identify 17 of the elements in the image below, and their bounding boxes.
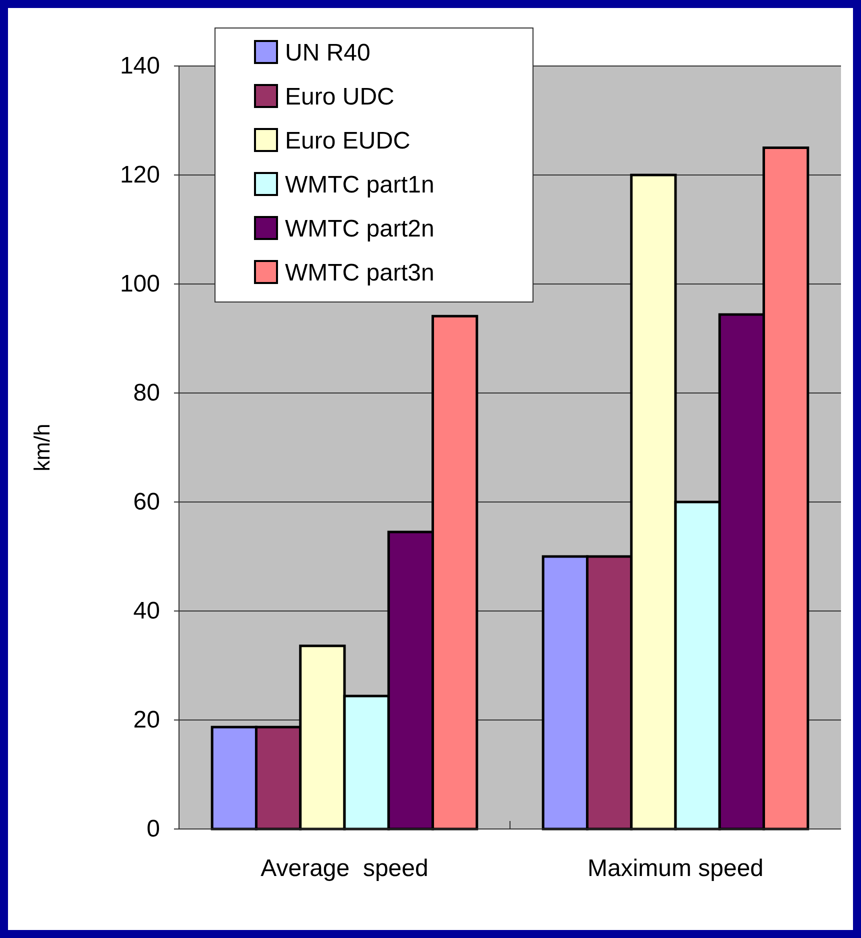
- y-tick-label: 120: [120, 162, 160, 189]
- y-tick-label: 40: [133, 598, 160, 625]
- legend-label: WMTC part3n: [285, 259, 434, 286]
- x-tick-label: Maximum speed: [587, 855, 764, 882]
- y-tick-label: 80: [133, 380, 160, 407]
- legend-label: WMTC part2n: [285, 215, 434, 242]
- y-tick-label: 0: [146, 816, 160, 843]
- legend-label: UN R40: [285, 39, 370, 66]
- legend-label: WMTC part1n: [285, 171, 434, 198]
- y-axis-title: km/h: [30, 424, 55, 472]
- legend-label: Euro EUDC: [285, 127, 410, 154]
- y-tick-label: 60: [133, 488, 160, 516]
- y-tick-label: 140: [120, 52, 160, 80]
- x-tick-label: Average speed: [260, 855, 428, 882]
- y-tick-label: 20: [133, 706, 160, 734]
- y-tick-label: 100: [120, 270, 160, 298]
- legend-label: Euro UDC: [285, 83, 394, 110]
